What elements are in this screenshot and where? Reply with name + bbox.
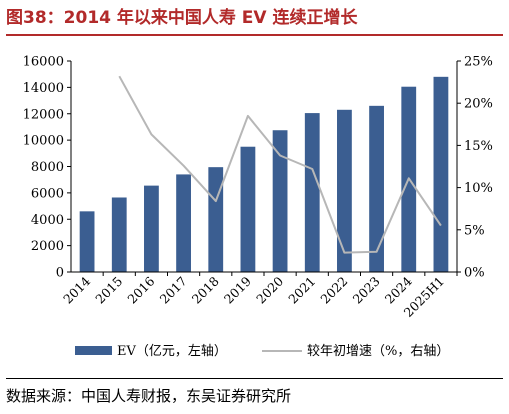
x-tick-label: 2023 (350, 273, 383, 306)
x-tick-label: 2017 (157, 273, 190, 306)
right-tick-label: 5% (464, 223, 485, 238)
left-tick-label: 12000 (23, 107, 64, 122)
left-tick-label: 14000 (23, 81, 64, 96)
bar-2019 (240, 146, 256, 272)
left-tick-label: 8000 (31, 160, 64, 175)
legend-label-growth: 较年初增速（%，右轴） (307, 344, 449, 359)
data-source: 数据来源：中国人寿财报，东吴证券研究所 (6, 387, 292, 405)
right-tick-label: 25% (464, 55, 493, 70)
bar-2014 (79, 211, 95, 272)
source-divider (6, 378, 503, 379)
ev-chart: 0 2000 4000 6000 8000 10000 12000 14000 16000 0% 5… (23, 55, 493, 360)
bar-2023 (369, 105, 384, 273)
bar-2020 (272, 130, 288, 272)
x-tick-label: 2019 (221, 273, 254, 306)
left-tick-label: 0 (56, 266, 64, 281)
right-tick-label: 10% (464, 181, 493, 196)
bar-2025H1 (433, 76, 449, 272)
left-tick-label: 4000 (31, 213, 64, 228)
right-tick-label: 20% (464, 97, 493, 112)
bar-2016 (144, 185, 159, 272)
left-tick-label: 6000 (31, 186, 64, 201)
right-tick-label: 0% (464, 266, 485, 281)
x-tick-label: 2021 (285, 274, 318, 307)
bar-2018 (208, 167, 224, 272)
legend-label-ev: EV（亿元，左轴） (117, 344, 227, 359)
bar-2017 (176, 174, 191, 272)
x-tick-label: 2016 (124, 273, 157, 306)
x-tick-label: 2018 (189, 273, 222, 306)
chart-title: 图38：2014 年以来中国人寿 EV 连续正增长 (6, 8, 358, 28)
left-tick-label: 16000 (23, 55, 64, 70)
bar-2015 (111, 197, 127, 272)
bar-2021 (304, 113, 320, 272)
x-tick-label: 2020 (253, 273, 286, 306)
x-tick-label: 2015 (92, 274, 125, 307)
title-divider (6, 34, 503, 36)
left-tick-label: 2000 (31, 239, 64, 254)
right-tick-label: 15% (464, 139, 493, 154)
legend-swatch-ev (75, 346, 112, 355)
x-tick-label: 2014 (60, 273, 93, 306)
bar-2022 (337, 109, 352, 272)
left-tick-label: 10000 (23, 134, 64, 149)
x-tick-label: 2022 (317, 274, 350, 307)
